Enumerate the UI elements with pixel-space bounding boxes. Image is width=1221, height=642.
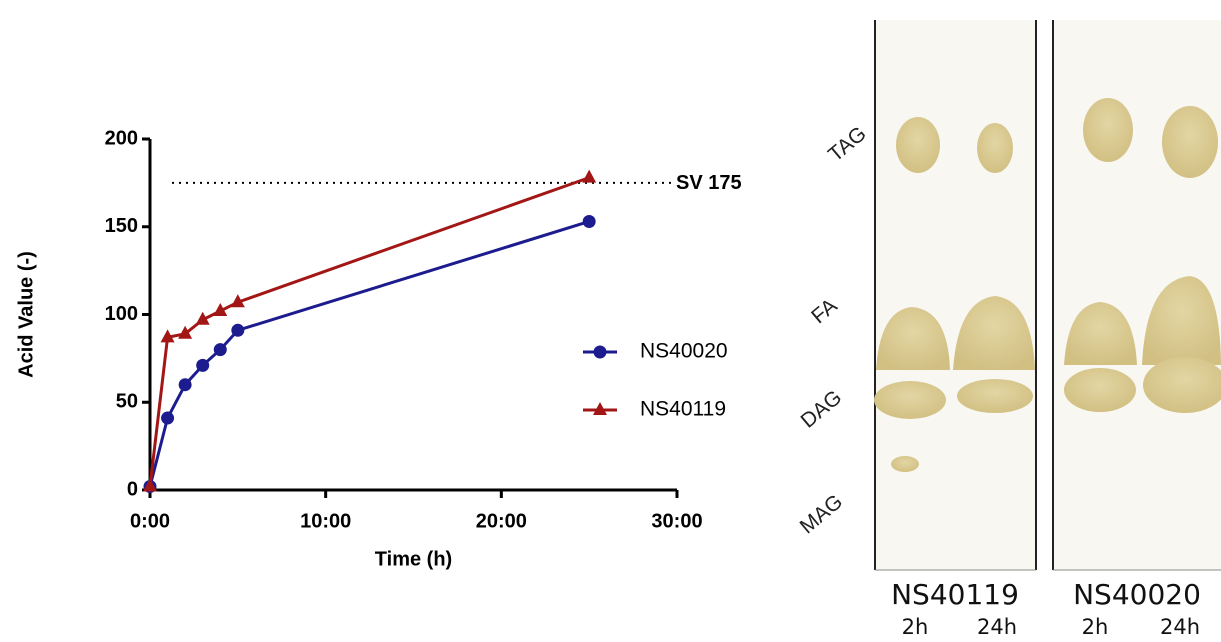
marker (195, 311, 210, 325)
marker (230, 294, 245, 308)
spot (953, 296, 1035, 370)
x-tick-label: 20:00 (476, 510, 527, 532)
lane-label: 2h (902, 615, 929, 639)
marker (160, 329, 175, 343)
x-tick-label: 30:00 (651, 510, 702, 532)
spot (1064, 368, 1136, 412)
marker (582, 214, 596, 228)
spot (1162, 106, 1218, 178)
x-tick-label: 0:00 (130, 510, 170, 532)
marker (143, 478, 157, 492)
x-tick-label: 10:00 (300, 510, 351, 532)
spot (1083, 98, 1133, 162)
band-label: FA (807, 294, 841, 328)
plate-name: NS40020 (1073, 578, 1201, 611)
chart: 0 50 100 150 200 0:00 10:00 20:00 30:00 Time (h) A… (15, 127, 741, 570)
legend-label: NS40119 (640, 398, 726, 421)
y-tick-label: 150 (105, 215, 138, 237)
spot (896, 117, 940, 173)
spot (977, 123, 1013, 173)
band-label: MAG (796, 490, 847, 538)
lane-label: 24h (977, 615, 1017, 639)
series-line (148, 176, 590, 487)
plate-name: NS40119 (891, 578, 1019, 611)
plate (875, 20, 1036, 570)
spot (876, 307, 950, 370)
band-label: DAG (797, 386, 847, 433)
tlc-plates: TAG FA DAG MAG NS40119 2h 24h NS40020 2h… (796, 20, 1221, 639)
marker (213, 343, 227, 357)
spot (891, 456, 919, 472)
marker (231, 323, 245, 337)
y-tick-label: 100 (105, 303, 138, 325)
lane-label: 2h (1082, 615, 1109, 639)
legend-label: NS40020 (640, 340, 728, 363)
marker (178, 378, 192, 392)
x-axis-title: Time (h) (375, 548, 452, 570)
marker (196, 358, 210, 372)
y-tick-label: 200 (105, 127, 138, 149)
y-axis-title: Acid Value (-) (15, 251, 37, 378)
spot (957, 379, 1033, 413)
marker (161, 411, 175, 425)
marker (582, 169, 597, 183)
spot (1143, 357, 1221, 413)
band-label: TAG (824, 122, 871, 166)
legend-marker (593, 402, 607, 415)
reference-label: SV 175 (676, 172, 742, 194)
spot (874, 381, 946, 419)
lane-label: 24h (1160, 615, 1200, 639)
spot (1064, 302, 1137, 365)
legend-marker (593, 345, 607, 359)
spot (1142, 276, 1221, 365)
y-tick-label: 0 (127, 478, 138, 500)
marker (213, 302, 228, 316)
marker (178, 325, 193, 339)
y-tick-label: 50 (116, 391, 138, 413)
